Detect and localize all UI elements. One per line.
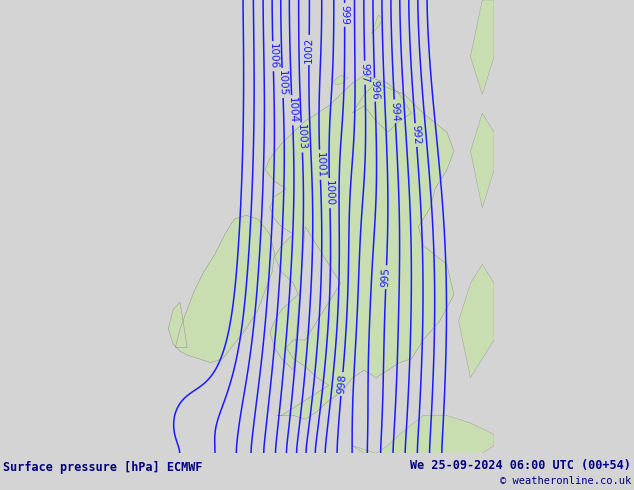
Text: 1001: 1001 <box>314 151 325 178</box>
Text: 996: 996 <box>370 80 380 100</box>
Text: 994: 994 <box>389 101 401 122</box>
Polygon shape <box>458 265 494 378</box>
Text: 1005: 1005 <box>277 70 288 96</box>
Polygon shape <box>353 416 494 453</box>
Text: 999: 999 <box>340 5 349 24</box>
Text: 992: 992 <box>410 125 422 146</box>
Text: We 25-09-2024 06:00 UTC (00+54): We 25-09-2024 06:00 UTC (00+54) <box>410 459 631 471</box>
Text: 997: 997 <box>359 63 370 83</box>
Text: 1006: 1006 <box>268 43 278 70</box>
Polygon shape <box>470 0 494 95</box>
Text: © weatheronline.co.uk: © weatheronline.co.uk <box>500 476 631 486</box>
Text: Surface pressure [hPa] ECMWF: Surface pressure [hPa] ECMWF <box>3 462 203 474</box>
Text: 1000: 1000 <box>325 180 335 206</box>
Polygon shape <box>168 215 275 363</box>
Polygon shape <box>470 113 494 208</box>
Text: 1004: 1004 <box>287 97 298 123</box>
Text: 995: 995 <box>381 267 392 287</box>
Polygon shape <box>372 15 383 34</box>
Text: 998: 998 <box>336 374 348 394</box>
Text: 1003: 1003 <box>296 124 307 151</box>
Polygon shape <box>265 75 454 419</box>
Text: 1002: 1002 <box>304 37 314 63</box>
Polygon shape <box>333 75 347 85</box>
